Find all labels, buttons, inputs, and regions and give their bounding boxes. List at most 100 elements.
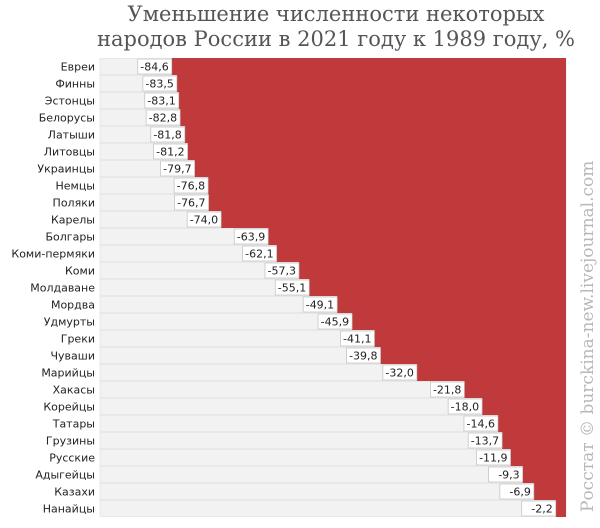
- value-box: [173, 177, 209, 194]
- value-box: [467, 432, 503, 449]
- bar: [184, 126, 566, 143]
- value-label: -83,5: [145, 78, 173, 91]
- value-box: [521, 500, 557, 517]
- value-label: -41,1: [343, 333, 371, 346]
- category-label: Литовцы: [44, 146, 95, 159]
- value-box: [317, 313, 353, 330]
- category-label: Немцы: [55, 180, 95, 193]
- value-box: [233, 228, 269, 245]
- category-label: Чуваши: [51, 350, 96, 363]
- category-label: Корейцы: [43, 401, 95, 414]
- bar: [482, 398, 566, 415]
- bar: [176, 75, 566, 92]
- value-label: -62,1: [245, 248, 273, 261]
- value-box: [430, 381, 465, 398]
- value-label: -32,0: [385, 367, 413, 380]
- bar: [352, 313, 566, 330]
- value-box: [150, 126, 186, 143]
- bar: [497, 415, 566, 432]
- value-box: [186, 211, 222, 228]
- category-label: Хакасы: [53, 384, 95, 397]
- category-label: Русские: [49, 452, 95, 465]
- bar: [298, 262, 566, 279]
- category-label: Латыши: [48, 129, 95, 142]
- value-label: -84,6: [140, 61, 168, 74]
- chart-title: Уменьшение численности некоторых народов…: [96, 2, 576, 51]
- value-label: -74,0: [190, 214, 218, 227]
- bar: [221, 211, 566, 228]
- category-label: Мордва: [51, 299, 95, 312]
- value-box: [264, 262, 300, 279]
- category-label: Болгары: [46, 231, 96, 244]
- bar: [208, 177, 566, 194]
- value-box: [302, 296, 338, 313]
- bar: [171, 58, 566, 75]
- value-label: -79,7: [163, 163, 191, 176]
- bar: [374, 330, 566, 347]
- value-label: -14,6: [466, 418, 494, 431]
- value-label: -81,8: [153, 129, 181, 142]
- category-label: Украинцы: [37, 163, 95, 176]
- value-label: -76,8: [177, 180, 205, 193]
- bar: [187, 143, 566, 160]
- value-label: -49,1: [306, 299, 334, 312]
- category-label: Поляки: [53, 197, 95, 210]
- value-box: [447, 398, 483, 415]
- bar: [522, 466, 566, 483]
- value-label: -6,9: [509, 486, 530, 499]
- row-background: [99, 500, 567, 517]
- value-label: -76,7: [177, 197, 205, 210]
- category-label: Марийцы: [41, 367, 95, 380]
- value-box: [488, 466, 524, 483]
- value-box: [463, 415, 499, 432]
- bar: [194, 160, 566, 177]
- value-box: [145, 109, 181, 126]
- bar: [276, 245, 566, 262]
- value-box: [476, 449, 511, 466]
- value-label: -82,8: [149, 112, 177, 125]
- bar: [380, 347, 566, 364]
- category-label: Грузины: [46, 435, 95, 448]
- category-label: Татары: [52, 418, 95, 431]
- bar: [510, 449, 566, 466]
- category-label: Молдаване: [30, 282, 95, 295]
- value-box: [274, 279, 310, 296]
- value-label: -57,3: [268, 265, 296, 278]
- bar: [416, 364, 566, 381]
- bar: [502, 432, 566, 449]
- bar: [180, 109, 567, 126]
- category-label: Евреи: [61, 61, 95, 74]
- value-box: [144, 92, 180, 109]
- value-box: [499, 483, 535, 500]
- bar: [208, 194, 566, 211]
- bar: [268, 228, 566, 245]
- bar: [178, 92, 566, 109]
- value-box: [142, 75, 178, 92]
- bar: [464, 381, 566, 398]
- value-label: -39,8: [349, 350, 377, 363]
- value-label: -63,9: [237, 231, 265, 244]
- row-background: [99, 483, 567, 500]
- watermark: Росстат © burckina-new.livejournal.com: [578, 160, 598, 512]
- value-label: -21,8: [433, 384, 461, 397]
- value-label: -2,2: [531, 503, 552, 516]
- value-label: -81,2: [156, 146, 184, 159]
- bar: [533, 483, 566, 500]
- value-box: [382, 364, 418, 381]
- value-box: [340, 330, 375, 347]
- category-label: Финны: [55, 78, 95, 91]
- category-label: Карелы: [51, 214, 95, 227]
- category-label: Коми-пермяки: [11, 248, 95, 261]
- value-box: [346, 347, 381, 364]
- value-label: -9,3: [498, 469, 519, 482]
- value-label: -18,0: [451, 401, 479, 414]
- bar: [337, 296, 566, 313]
- bar: [309, 279, 566, 296]
- value-box: [153, 143, 188, 160]
- value-box: [137, 58, 173, 75]
- value-label: -55,1: [278, 282, 306, 295]
- category-label: Адыгейцы: [35, 469, 95, 482]
- category-label: Казахи: [54, 486, 95, 499]
- category-label: Коми: [65, 265, 95, 278]
